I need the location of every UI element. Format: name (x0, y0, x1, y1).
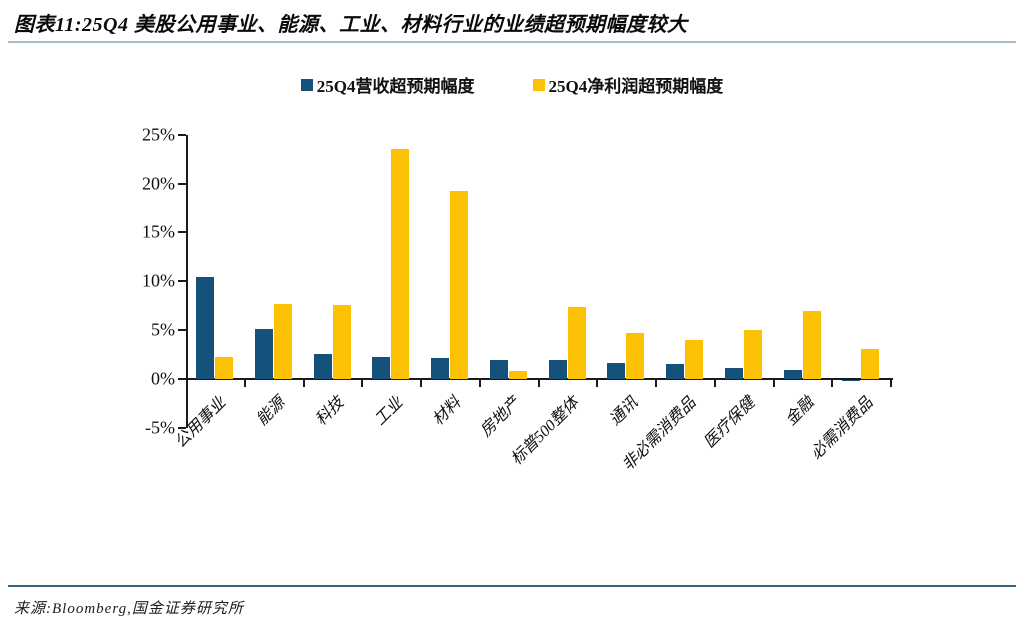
y-axis-tick-label: 15% (142, 221, 175, 242)
y-axis-tick-mark (178, 231, 186, 234)
revenue-bar-1 (254, 329, 273, 379)
profit-bar-5 (508, 371, 527, 379)
title-divider (8, 41, 1016, 43)
profit-bar-3 (391, 149, 410, 379)
y-axis-tick-mark (178, 329, 186, 332)
legend-item-1: 25Q4净利润超预期幅度 (532, 72, 724, 97)
profit-bar-8 (685, 339, 703, 379)
y-axis-tick-label: 10% (142, 270, 175, 291)
x-axis-tick-mark (478, 380, 481, 387)
x-axis-category-label: 金融 (782, 394, 818, 429)
x-axis-category-label: 医疗保健 (701, 394, 759, 452)
figure-title: 图表11:25Q4 美股公用事业、能源、工业、材料行业的业绩超预期幅度较大 (14, 14, 688, 36)
revenue-bar-9 (724, 368, 743, 379)
x-axis-category-label: 材料 (429, 394, 465, 429)
legend-item-0: 25Q4营收超预期幅度 (300, 72, 475, 97)
x-axis-tick-mark (361, 380, 364, 387)
profit-bar-1 (273, 303, 292, 379)
revenue-bar-11 (842, 380, 861, 382)
profit-bar-6 (567, 306, 586, 379)
revenue-bar-0 (196, 277, 214, 379)
revenue-bar-3 (372, 356, 391, 379)
x-axis-category-label: 房地产 (477, 394, 524, 441)
source-note: 来源:Bloomberg,国金证券研究所 (14, 601, 244, 617)
profit-bar-7 (626, 333, 645, 379)
x-axis-category-label: 科技 (312, 394, 348, 429)
x-axis-tick-mark (537, 380, 540, 387)
y-axis-tick-mark (178, 133, 186, 136)
revenue-bar-2 (313, 353, 332, 379)
x-axis-category-label: 能源 (253, 394, 289, 429)
legend-swatch-icon (300, 78, 313, 91)
x-axis-tick-mark (772, 380, 775, 387)
x-axis-category-label: 公用事业 (172, 394, 230, 452)
x-axis-tick-mark (831, 380, 834, 387)
y-axis-tick-mark (178, 426, 186, 429)
profit-bar-10 (802, 310, 821, 379)
legend-label: 25Q4净利润超预期幅度 (548, 77, 724, 96)
profit-bar-4 (450, 191, 468, 379)
y-axis-tick-label: 25% (142, 124, 175, 145)
y-axis-tick-label: 20% (142, 173, 175, 194)
revenue-bar-4 (431, 358, 449, 379)
x-axis-tick-mark (596, 380, 599, 387)
x-axis-category-label: 通讯 (606, 394, 641, 429)
y-axis-tick-label: 5% (151, 319, 175, 340)
profit-bar-2 (332, 304, 351, 379)
revenue-bar-6 (548, 360, 567, 379)
revenue-bar-5 (489, 360, 508, 379)
y-axis-line (186, 134, 188, 428)
legend-label: 25Q4营收超预期幅度 (316, 77, 475, 96)
x-axis-tick-mark (243, 380, 246, 387)
x-axis-line (186, 378, 893, 380)
x-axis-category-label: 工业 (371, 394, 406, 429)
profit-bar-0 (215, 356, 233, 379)
x-axis-tick-mark (655, 380, 657, 387)
legend-swatch-icon (532, 78, 545, 91)
x-axis-tick-mark (713, 380, 716, 387)
x-axis-tick-mark (420, 380, 422, 387)
revenue-bar-7 (607, 363, 626, 379)
profit-bar-11 (861, 348, 880, 379)
y-axis-tick-label: -5% (145, 417, 175, 438)
y-axis-tick-label: 0% (151, 368, 175, 389)
x-axis-tick-mark (890, 380, 892, 387)
chart-legend: 25Q4营收超预期幅度 25Q4净利润超预期幅度 (0, 72, 1024, 97)
y-axis-tick-mark (178, 280, 186, 283)
y-axis-tick-mark (178, 378, 186, 380)
revenue-bar-8 (666, 364, 684, 379)
x-axis-tick-mark (302, 380, 305, 387)
revenue-bar-10 (783, 370, 802, 379)
y-axis-tick-mark (178, 182, 186, 185)
source-divider (8, 585, 1016, 587)
x-axis-category-label: 必需消费品 (807, 394, 876, 463)
profit-bar-9 (743, 330, 762, 379)
